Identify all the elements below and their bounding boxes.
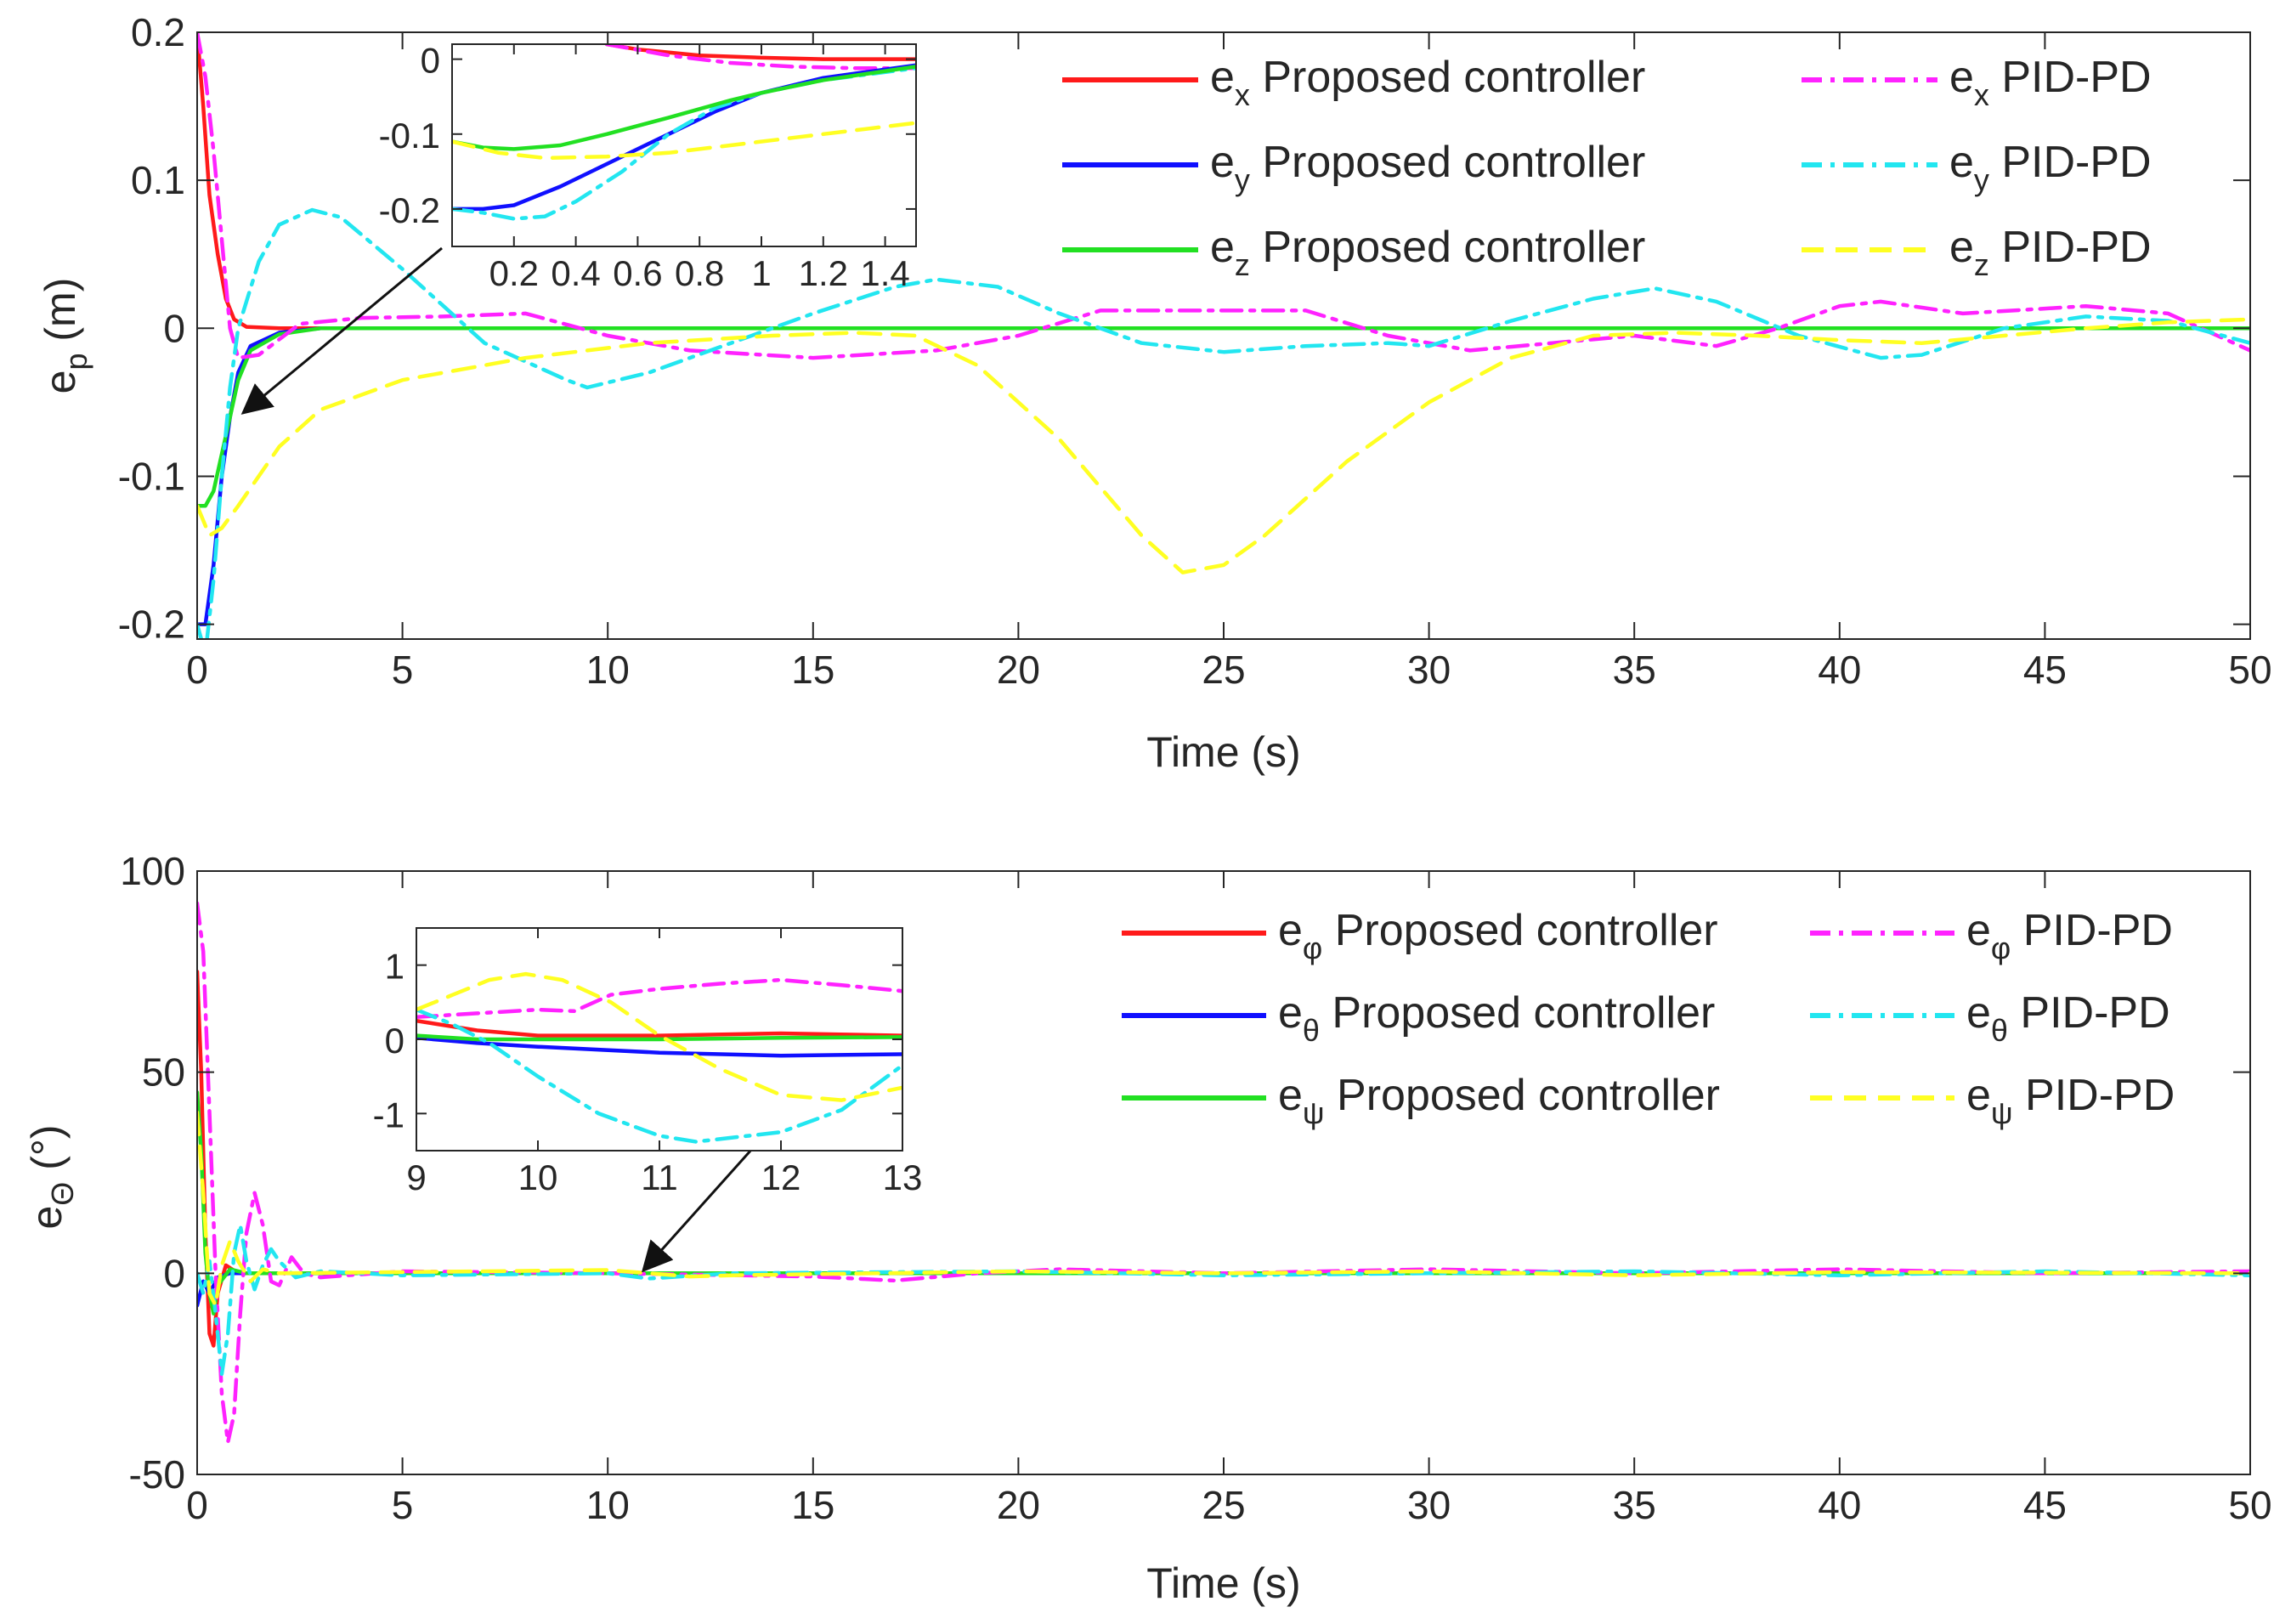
top-inset-xtick-label: 1.2 xyxy=(799,253,848,293)
top-legend: ex Proposed controller ex PID-PD ey Propos… xyxy=(1062,53,2152,282)
bottom-xtick-label: 15 xyxy=(791,1483,834,1527)
bottom-inset-series-0 xyxy=(416,1018,902,1038)
bottom-xtick-label: 50 xyxy=(2228,1483,2271,1527)
top-ytick-label: 0.1 xyxy=(131,158,185,202)
top-inset-pointer-arrow xyxy=(240,246,443,415)
top-series-1 xyxy=(197,326,2250,626)
top-xtick-label: 40 xyxy=(1818,648,1861,692)
top-legend-label: ey PID-PD xyxy=(1949,138,2152,197)
top-inset-xtick-label: 1 xyxy=(751,253,771,293)
top-inset-xtick-label: 0.8 xyxy=(675,253,724,293)
top-inset-xtick-label: 0.4 xyxy=(551,253,600,293)
bottom-inset-xtick-label: 12 xyxy=(761,1157,801,1197)
bottom-inset-series-4 xyxy=(416,1007,902,1144)
bottom-inset-ytick-label: 0 xyxy=(385,1021,404,1061)
bottom-series-group xyxy=(197,901,2250,1445)
bottom-inset-series-2 xyxy=(416,1033,902,1042)
bottom-inset-ytick-label: -1 xyxy=(373,1095,404,1135)
top-inset-xtick-label: 0.2 xyxy=(489,253,539,293)
top-inset-series-0 xyxy=(604,44,916,61)
bottom-xtick-label: 20 xyxy=(997,1483,1040,1527)
top-series-5 xyxy=(197,317,2250,574)
top-panel: 0 5 10 15 20 25 30 35 40 45 500.20.10-0.1-0.2 ex P… xyxy=(37,10,2272,776)
bottom-xtick-label: 5 xyxy=(392,1483,414,1527)
bottom-legend-label: eθ PID-PD xyxy=(1966,988,2170,1048)
top-ytick-label: 0.2 xyxy=(131,10,185,54)
top-axes: 0 5 10 15 20 25 30 35 40 45 500.20.10-0.1-0.2 xyxy=(118,10,2272,692)
top-xtick-label: 25 xyxy=(1202,648,1245,692)
bottom-inset-series-1 xyxy=(416,1036,902,1058)
top-xtick-label: 45 xyxy=(2023,648,2067,692)
bottom-inset-xtick-label: 10 xyxy=(518,1157,558,1197)
top-legend-label: ey Proposed controller xyxy=(1210,138,1645,197)
top-xtick-label: 5 xyxy=(392,648,414,692)
bottom-xtick-label: 0 xyxy=(186,1483,208,1527)
top-inset-series-4 xyxy=(452,65,916,151)
bottom-legend-label: eψ PID-PD xyxy=(1966,1071,2175,1130)
bottom-legend-label: eθ Proposed controller xyxy=(1278,988,1715,1048)
bottom-xlabel: Time (s) xyxy=(1146,1559,1300,1607)
bottom-legend-label: eψ Proposed controller xyxy=(1278,1071,1720,1130)
top-series-group xyxy=(197,32,2250,639)
bottom-legend: eφ Proposed controller eφ PID-PD eθ Propos… xyxy=(1122,906,2175,1130)
top-inset-ytick-label: -0.1 xyxy=(379,116,440,156)
top-xtick-label: 20 xyxy=(997,648,1040,692)
bottom-inset-ytick-label: 1 xyxy=(385,947,404,987)
top-inset-series-group xyxy=(452,44,916,221)
top-ytick-label: -0.2 xyxy=(118,603,185,647)
top-inset-xtick-label: 0.6 xyxy=(613,253,662,293)
top-legend-label: ex Proposed controller xyxy=(1210,53,1645,112)
top-ytick-label: -0.1 xyxy=(118,454,185,498)
top-legend-label: ez Proposed controller xyxy=(1210,223,1645,282)
bottom-xtick-label: 30 xyxy=(1407,1483,1451,1527)
bottom-inset-series-group xyxy=(416,971,902,1144)
bottom-inset-xtick-label: 13 xyxy=(883,1157,923,1197)
bottom-ytick-label: -50 xyxy=(129,1452,185,1497)
top-inset: 0.2 0.4 0.6 0.8 1 1.2 1.4 0 -0.1 -0.2 xyxy=(379,41,917,293)
top-xtick-label: 15 xyxy=(791,648,834,692)
bottom-inset-series-5 xyxy=(416,971,902,1102)
top-inset-xtick-label: 1.4 xyxy=(860,253,909,293)
top-xlabel: Time (s) xyxy=(1146,728,1300,776)
bottom-inset-series-3 xyxy=(416,977,902,1020)
top-ylabel: ep (m) xyxy=(37,278,93,394)
bottom-ytick-label: 50 xyxy=(142,1050,185,1095)
top-inset-ytick-label: 0 xyxy=(421,41,440,81)
top-series-3 xyxy=(197,32,2250,360)
top-inset-series-1 xyxy=(604,44,916,71)
bottom-xtick-label: 10 xyxy=(586,1483,630,1527)
top-xtick-label: 10 xyxy=(586,648,630,692)
bottom-series-4 xyxy=(197,1223,2250,1376)
bottom-xtick-label: 45 xyxy=(2023,1483,2067,1527)
bottom-legend-label: eφ Proposed controller xyxy=(1278,906,1718,965)
bottom-xtick-label: 35 xyxy=(1613,1483,1656,1527)
bottom-series-3 xyxy=(197,901,2250,1445)
bottom-inset-xtick-label: 9 xyxy=(406,1157,426,1197)
top-xtick-label: 35 xyxy=(1613,648,1656,692)
bottom-ytick-label: 100 xyxy=(120,849,185,893)
bottom-inset-xtick-label: 11 xyxy=(641,1157,678,1197)
top-inset-ytick-label: -0.2 xyxy=(379,190,440,230)
bottom-series-1 xyxy=(197,1271,2250,1308)
top-inset-axes-box xyxy=(451,43,917,247)
bottom-xtick-label: 40 xyxy=(1818,1483,1861,1527)
top-legend-label: ex PID-PD xyxy=(1949,53,2152,112)
bottom-inset-pointer-arrow xyxy=(641,1147,754,1273)
bottom-ytick-label: 0 xyxy=(163,1251,185,1295)
top-ytick-label: 0 xyxy=(163,306,185,350)
top-series-2 xyxy=(197,326,2250,508)
bottom-ylabel: eΘ (°) xyxy=(23,1124,80,1229)
top-legend-label: ez PID-PD xyxy=(1949,223,2152,282)
bottom-xtick-label: 25 xyxy=(1202,1483,1245,1527)
top-xtick-label: 30 xyxy=(1407,648,1451,692)
top-xtick-label: 0 xyxy=(186,648,208,692)
top-xtick-label: 50 xyxy=(2228,648,2271,692)
top-inset-series-5 xyxy=(452,121,916,161)
bottom-legend-label: eφ PID-PD xyxy=(1966,906,2173,965)
top-series-4 xyxy=(197,207,2250,639)
